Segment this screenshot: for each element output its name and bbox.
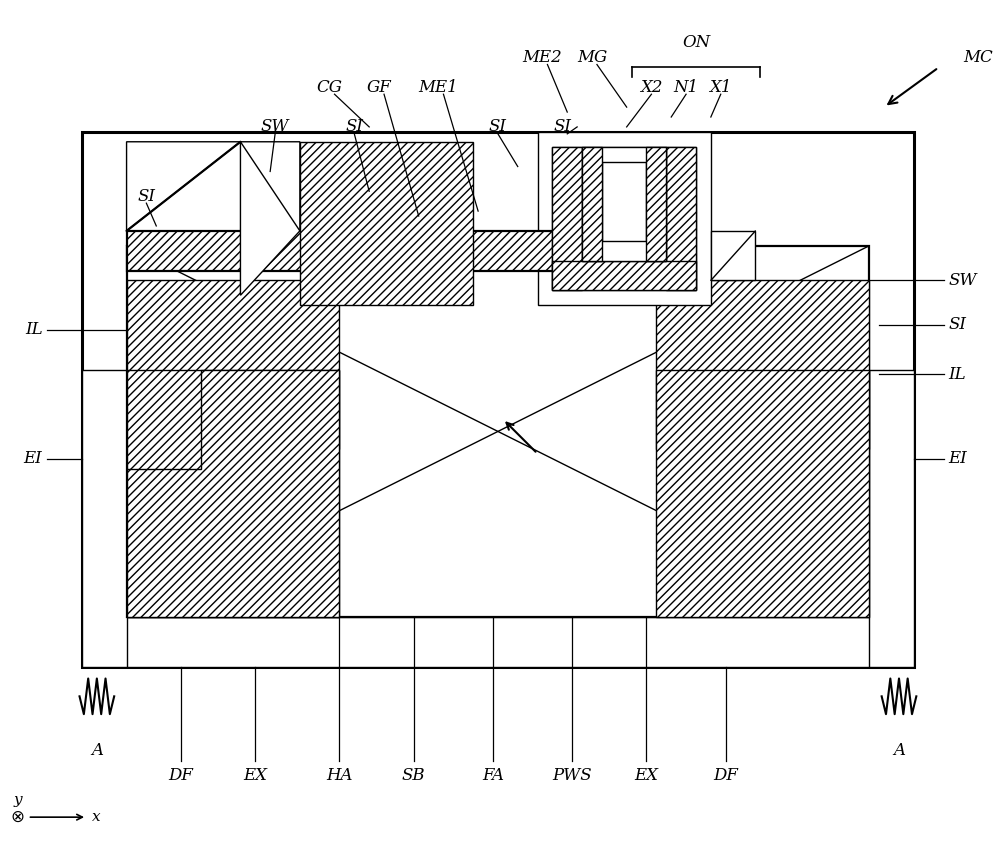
Polygon shape xyxy=(646,147,666,261)
Bar xyxy=(82,132,914,666)
Text: ON: ON xyxy=(682,34,710,51)
Polygon shape xyxy=(711,231,755,280)
Polygon shape xyxy=(552,261,696,290)
Text: CG: CG xyxy=(317,79,343,96)
Polygon shape xyxy=(240,142,300,295)
Polygon shape xyxy=(127,369,339,617)
Text: MG: MG xyxy=(577,49,607,66)
Text: ME1: ME1 xyxy=(419,79,458,96)
Text: FA: FA xyxy=(482,767,504,784)
Polygon shape xyxy=(552,147,696,290)
Text: SI: SI xyxy=(137,188,155,205)
Bar xyxy=(538,132,711,305)
Text: DF: DF xyxy=(713,767,738,784)
Text: IL: IL xyxy=(949,366,966,383)
Text: PWS: PWS xyxy=(552,767,592,784)
Polygon shape xyxy=(127,369,339,617)
Text: SI: SI xyxy=(345,118,363,136)
Text: EX: EX xyxy=(243,767,267,784)
Text: SW: SW xyxy=(261,118,289,136)
Bar xyxy=(869,369,914,666)
Text: A: A xyxy=(893,742,905,759)
Text: EX: EX xyxy=(634,767,658,784)
Text: GF: GF xyxy=(367,79,391,96)
Text: SB: SB xyxy=(402,767,426,784)
Polygon shape xyxy=(300,142,473,305)
Text: y: y xyxy=(13,793,22,807)
Polygon shape xyxy=(666,147,696,290)
Text: X2: X2 xyxy=(640,79,663,96)
Text: X1: X1 xyxy=(709,79,732,96)
Bar xyxy=(82,617,914,666)
Text: ME2: ME2 xyxy=(523,49,562,66)
Text: SI: SI xyxy=(553,118,571,136)
Text: DF: DF xyxy=(169,767,193,784)
Text: EI: EI xyxy=(24,450,42,467)
Bar xyxy=(127,245,869,617)
Polygon shape xyxy=(552,147,582,290)
Polygon shape xyxy=(582,147,602,261)
Bar xyxy=(82,369,127,666)
Bar xyxy=(582,147,666,261)
Text: A: A xyxy=(91,742,103,759)
Polygon shape xyxy=(127,142,240,231)
Text: x: x xyxy=(92,810,101,824)
Bar xyxy=(602,161,646,241)
Text: EI: EI xyxy=(949,450,967,467)
Text: HA: HA xyxy=(326,767,353,784)
Text: ⊗: ⊗ xyxy=(11,808,25,826)
Text: MC: MC xyxy=(963,49,993,66)
Text: SW: SW xyxy=(949,272,977,289)
Polygon shape xyxy=(656,369,869,617)
Text: SI: SI xyxy=(489,118,507,136)
Text: SI: SI xyxy=(949,317,967,334)
Polygon shape xyxy=(127,280,339,449)
Polygon shape xyxy=(656,280,869,449)
Text: N1: N1 xyxy=(674,79,699,96)
Polygon shape xyxy=(127,231,557,271)
Text: IL: IL xyxy=(25,322,42,339)
